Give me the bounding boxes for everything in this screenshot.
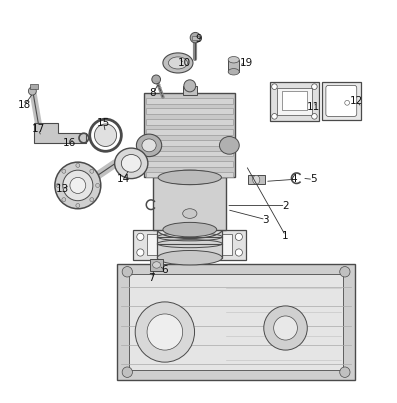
Ellipse shape: [158, 170, 222, 185]
Bar: [248, 175, 264, 184]
Ellipse shape: [137, 134, 162, 157]
Ellipse shape: [70, 177, 86, 193]
Ellipse shape: [76, 163, 80, 167]
Ellipse shape: [272, 114, 277, 119]
Ellipse shape: [312, 84, 317, 89]
Ellipse shape: [135, 302, 195, 362]
Bar: [150, 260, 163, 270]
Ellipse shape: [152, 262, 160, 268]
Bar: [146, 140, 233, 146]
Ellipse shape: [63, 170, 93, 201]
Bar: [146, 150, 233, 156]
Text: 8: 8: [150, 88, 156, 98]
Ellipse shape: [253, 175, 260, 184]
Polygon shape: [34, 123, 86, 143]
Ellipse shape: [228, 69, 239, 75]
Bar: [281, 91, 307, 110]
Ellipse shape: [152, 75, 160, 84]
Ellipse shape: [94, 124, 117, 146]
Text: 16: 16: [63, 138, 77, 148]
Text: 15: 15: [97, 118, 110, 128]
Bar: [146, 119, 233, 125]
Bar: [29, 84, 38, 89]
Ellipse shape: [142, 139, 156, 152]
Bar: [146, 98, 233, 104]
Bar: [277, 88, 312, 115]
Bar: [129, 274, 343, 370]
Text: 2: 2: [282, 201, 289, 210]
Bar: [322, 82, 361, 120]
Ellipse shape: [62, 169, 66, 173]
Ellipse shape: [122, 266, 133, 277]
Text: 7: 7: [148, 273, 154, 283]
Ellipse shape: [183, 209, 197, 218]
Ellipse shape: [115, 148, 148, 179]
Text: 12: 12: [350, 96, 363, 106]
Ellipse shape: [190, 32, 200, 43]
Ellipse shape: [90, 169, 94, 173]
Ellipse shape: [147, 314, 183, 350]
Text: 14: 14: [117, 174, 130, 185]
Text: 17: 17: [32, 124, 45, 134]
Ellipse shape: [274, 316, 297, 340]
Ellipse shape: [168, 57, 187, 69]
Ellipse shape: [184, 80, 196, 92]
Ellipse shape: [312, 114, 317, 119]
Ellipse shape: [121, 154, 141, 172]
Ellipse shape: [163, 170, 217, 185]
Text: 11: 11: [306, 102, 320, 112]
Bar: [133, 230, 246, 260]
Text: 3: 3: [262, 214, 269, 224]
Text: 5: 5: [310, 174, 316, 185]
Ellipse shape: [137, 249, 144, 256]
Ellipse shape: [340, 266, 350, 277]
Ellipse shape: [29, 87, 36, 95]
Ellipse shape: [340, 367, 350, 377]
Ellipse shape: [235, 233, 243, 241]
Ellipse shape: [157, 221, 222, 239]
Ellipse shape: [228, 56, 239, 63]
Ellipse shape: [137, 233, 144, 241]
Ellipse shape: [96, 183, 100, 187]
Bar: [146, 129, 233, 135]
Bar: [118, 264, 355, 380]
Ellipse shape: [76, 204, 80, 208]
Ellipse shape: [55, 162, 101, 209]
Text: 13: 13: [56, 185, 69, 195]
Text: 6: 6: [162, 265, 168, 275]
Bar: [147, 235, 232, 255]
Ellipse shape: [235, 249, 243, 256]
Bar: [157, 230, 222, 258]
Bar: [270, 82, 319, 121]
Text: 10: 10: [178, 58, 191, 68]
Bar: [183, 86, 197, 95]
Ellipse shape: [264, 306, 307, 350]
Ellipse shape: [163, 222, 217, 237]
Text: 9: 9: [195, 34, 202, 44]
Bar: [228, 60, 239, 72]
Ellipse shape: [272, 84, 277, 89]
Text: 4: 4: [290, 174, 297, 185]
Ellipse shape: [90, 197, 94, 202]
FancyBboxPatch shape: [326, 85, 357, 116]
Bar: [146, 172, 233, 177]
Bar: [146, 108, 233, 114]
Ellipse shape: [345, 100, 349, 105]
Text: 19: 19: [239, 58, 252, 68]
Ellipse shape: [122, 367, 133, 377]
Ellipse shape: [220, 137, 239, 154]
Bar: [192, 35, 198, 39]
Text: 18: 18: [18, 100, 31, 110]
Ellipse shape: [157, 251, 222, 265]
Ellipse shape: [62, 197, 66, 202]
Text: 1: 1: [282, 231, 289, 241]
Bar: [153, 177, 226, 230]
Bar: [144, 93, 235, 177]
Ellipse shape: [56, 183, 60, 187]
Ellipse shape: [163, 53, 193, 73]
Bar: [146, 161, 233, 167]
